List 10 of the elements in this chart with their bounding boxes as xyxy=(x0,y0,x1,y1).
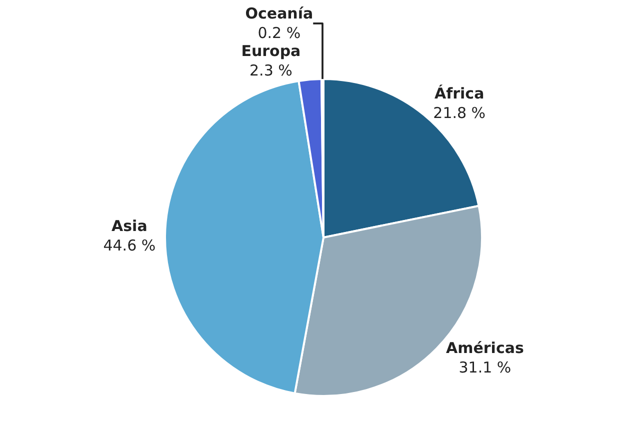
data-label: 2.3 % xyxy=(250,62,292,80)
data-label: 44.6 % xyxy=(103,236,156,254)
slice-label: Américas xyxy=(446,338,524,357)
data-label: 31.1 % xyxy=(458,358,512,376)
data-label: 0.2 % xyxy=(258,24,301,42)
slice-label: Oceanía xyxy=(245,4,314,23)
slice-label: Europa xyxy=(241,42,301,60)
slice-label: Asia xyxy=(112,216,148,235)
data-label: 21.8 % xyxy=(433,104,486,122)
slice-label: África xyxy=(434,84,484,103)
